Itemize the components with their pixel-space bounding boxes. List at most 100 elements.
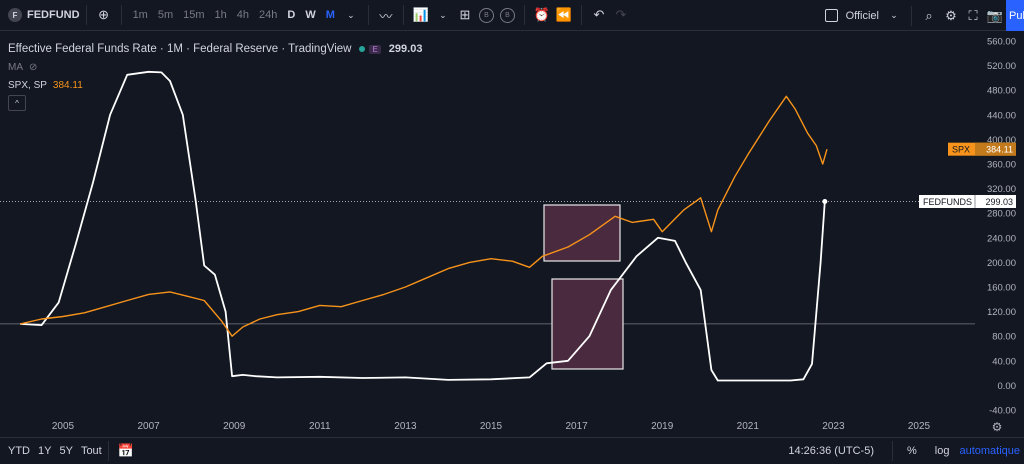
eye-off-icon[interactable]: ⊘ bbox=[29, 61, 38, 73]
symbol-search[interactable]: F FEDFUND bbox=[8, 8, 80, 22]
calendar-icon[interactable]: 📅 bbox=[117, 443, 134, 458]
axis-settings-icon[interactable]: ⚙ bbox=[992, 420, 1003, 434]
log-toggle[interactable]: log bbox=[934, 445, 950, 457]
fullscreen-icon[interactable]: ⛶ bbox=[968, 7, 978, 23]
replay-icon[interactable]: ⏪ bbox=[555, 7, 572, 22]
collapse-button[interactable]: ^ bbox=[8, 95, 26, 111]
interval-15m[interactable]: 15m bbox=[183, 9, 205, 21]
indicators-icon[interactable]: 📊 bbox=[412, 7, 429, 22]
range-ytd[interactable]: YTD bbox=[8, 445, 30, 457]
interval-D[interactable]: D bbox=[287, 9, 296, 21]
bottom-toolbar: YTD 1Y 5Y Tout 📅 14:26:36 (UTC-5) % log aut… bbox=[0, 437, 1024, 464]
interval-M[interactable]: M bbox=[325, 9, 335, 21]
time-tick-label: 2011 bbox=[309, 421, 331, 432]
time-tick-label: 2015 bbox=[480, 421, 503, 432]
divider bbox=[523, 5, 525, 25]
divider bbox=[911, 5, 912, 26]
right-toolbar: Officiel ⌄ ⌕ ⚙ ⛶ 📷 Publier bbox=[824, 0, 1024, 31]
time-tick-label: 2025 bbox=[908, 421, 931, 432]
time-tick-label: 2007 bbox=[137, 421, 160, 432]
search-icon[interactable]: ⌕ bbox=[925, 7, 933, 23]
b-circle-icon[interactable]: B bbox=[499, 7, 515, 23]
templates-icon[interactable]: ⊞ bbox=[459, 7, 471, 22]
price-tick-label: 160.00 bbox=[987, 283, 1016, 294]
camera-icon[interactable]: 📷 bbox=[986, 7, 1004, 23]
series-lines bbox=[20, 70, 828, 382]
legend-main-row: Effective Federal Funds Rate · 1M · Fede… bbox=[8, 40, 422, 58]
redo-icon[interactable]: ↷ bbox=[615, 7, 627, 22]
time-tick-label: 2021 bbox=[737, 421, 760, 432]
chevron-down-icon[interactable]: ⌄ bbox=[439, 9, 447, 20]
chevron-down-icon[interactable]: ⌄ bbox=[347, 9, 355, 20]
legend-spx-row[interactable]: SPX, SP 384.11 bbox=[8, 76, 422, 94]
interval-W[interactable]: W bbox=[305, 9, 316, 21]
chart-type-icon[interactable]: 〰 bbox=[379, 8, 393, 24]
bottom-right: 14:26:36 (UTC-5) % log automatique bbox=[788, 438, 1024, 464]
range-group: YTD 1Y 5Y Tout bbox=[0, 445, 102, 457]
chart-legend: Effective Federal Funds Rate · 1M · Fede… bbox=[8, 40, 422, 112]
chevron-down-icon[interactable]: ⌄ bbox=[890, 10, 898, 20]
price-tick-label: 0.00 bbox=[998, 381, 1017, 392]
interval-24h[interactable]: 24h bbox=[259, 9, 278, 21]
time-tick-label: 2017 bbox=[565, 421, 588, 432]
interval-4h[interactable]: 4h bbox=[236, 9, 250, 21]
alert-icon[interactable]: ⏰ bbox=[533, 7, 550, 22]
price-tick-label: 400.00 bbox=[987, 135, 1016, 146]
range-tout[interactable]: Tout bbox=[80, 445, 102, 457]
price-tick-label: 200.00 bbox=[987, 258, 1016, 269]
time-tick-label: 2013 bbox=[394, 421, 417, 432]
price-tick-label: -40.00 bbox=[989, 406, 1016, 417]
legend-value: 299.03 bbox=[388, 43, 423, 55]
price-tick-label: 360.00 bbox=[987, 160, 1016, 171]
spx-tag-label: SPX bbox=[952, 145, 970, 155]
fedfunds-end-dot bbox=[822, 199, 828, 205]
spx-tag-value-bg bbox=[975, 142, 1016, 156]
gear-icon[interactable]: ⚙ bbox=[945, 7, 957, 23]
chart-svg[interactable]: 560.00 520.00 480.00 440.00 400.00 360.00 320.… bbox=[0, 31, 1024, 437]
mode-select[interactable]: Officiel bbox=[845, 9, 879, 22]
fedfunds-price-tag bbox=[919, 194, 1016, 208]
undo-icon[interactable]: ↶ bbox=[593, 7, 605, 22]
price-tick-label: 40.00 bbox=[992, 356, 1016, 367]
clock[interactable]: 14:26:36 (UTC-5) bbox=[788, 445, 874, 457]
symbol-logo-icon: F bbox=[8, 8, 22, 22]
range-1y[interactable]: 1Y bbox=[38, 445, 52, 457]
publish-button[interactable]: Publier bbox=[1006, 0, 1024, 31]
chart-grid bbox=[0, 201, 975, 325]
b-circle-icon[interactable]: B bbox=[478, 7, 494, 23]
auto-scale-toggle[interactable]: automatique bbox=[959, 445, 1020, 457]
interval-5m[interactable]: 5m bbox=[157, 9, 174, 21]
symbol-box[interactable]: F FEDFUND bbox=[0, 0, 80, 31]
divider bbox=[367, 5, 369, 25]
legend-ma-row[interactable]: MA ⊘ bbox=[8, 58, 422, 76]
fedfunds-tag-label: FEDFUNDS bbox=[923, 197, 972, 207]
ma-label: MA bbox=[8, 61, 23, 73]
series-line-fedfunds bbox=[20, 70, 826, 382]
price-tick-label: 480.00 bbox=[987, 86, 1016, 97]
layout-checkbox-icon[interactable] bbox=[824, 9, 838, 22]
legend-collapse-row: ^ bbox=[8, 94, 422, 112]
time-axis: 2005 2007 2009 2011 2013 2015 2017 2019 2021 2023… bbox=[52, 421, 931, 432]
legend-badge: E bbox=[369, 44, 381, 54]
highlight-boxes bbox=[543, 204, 624, 370]
price-tick-label: 80.00 bbox=[992, 332, 1016, 343]
range-5y[interactable]: 5Y bbox=[59, 445, 73, 457]
symbol-name: FEDFUND bbox=[27, 9, 80, 21]
time-tick-label: 2005 bbox=[52, 421, 75, 432]
legend-title: Effective Federal Funds Rate · 1M · Fede… bbox=[8, 43, 352, 55]
time-tick-label: 2019 bbox=[651, 421, 674, 432]
chart-area[interactable]: 560.00 520.00 480.00 440.00 400.00 360.00 320.… bbox=[0, 31, 1024, 437]
spx-label: SPX, SP bbox=[8, 79, 47, 91]
interval-1m[interactable]: 1m bbox=[132, 9, 148, 21]
price-tick-label: 560.00 bbox=[987, 37, 1016, 48]
divider bbox=[402, 5, 404, 25]
compare-add-icon[interactable]: ⊕ bbox=[98, 7, 110, 22]
price-tick-label: 280.00 bbox=[987, 209, 1016, 220]
divider bbox=[85, 5, 87, 25]
spx-tag-value: 384.11 bbox=[986, 145, 1013, 155]
percent-toggle[interactable]: % bbox=[906, 445, 917, 457]
price-tags: SPX 384.11 FEDFUNDS 299.03 bbox=[919, 142, 1016, 208]
top-toolbar: F FEDFUND ⊕ 1m 5m 15m 1h 4h 24h D W M ⌄ 〰 📊 ⌄ ⊞ … bbox=[0, 0, 1024, 31]
price-tick-label: 320.00 bbox=[987, 184, 1016, 195]
interval-1h[interactable]: 1h bbox=[214, 9, 227, 21]
